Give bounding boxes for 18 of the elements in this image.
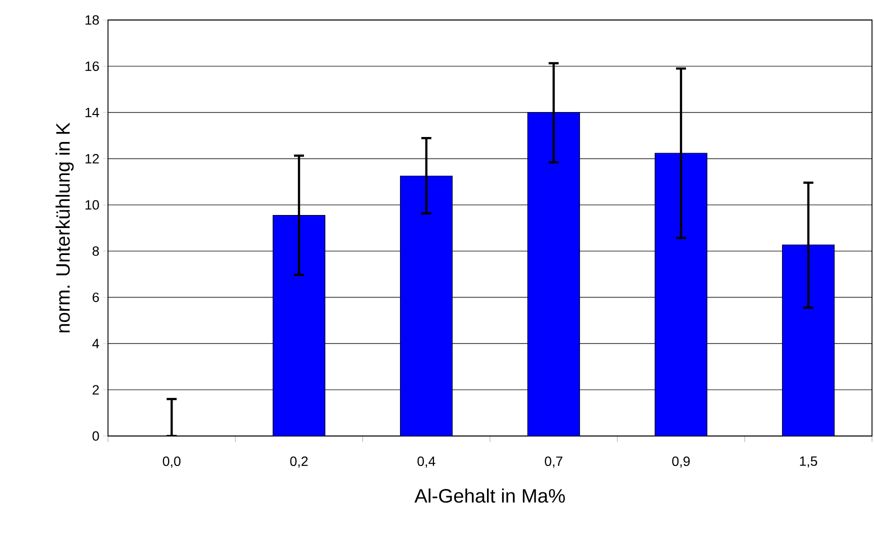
y-tick-label: 12 — [86, 154, 99, 164]
y-tick-label: 2 — [92, 385, 99, 394]
y-tick-label: 16 — [86, 61, 99, 71]
x-axis-title: Al-Gehalt in Ma% — [414, 488, 565, 503]
x-tick-label: 0,0 — [162, 456, 180, 468]
y-tick-label: 10 — [86, 200, 99, 210]
y-tick-label: 6 — [92, 292, 99, 302]
x-tick-label: 0,2 — [290, 456, 308, 468]
x-tick-label: 0,7 — [544, 456, 562, 468]
y-axis-title: norm. Unterkühlung in K — [56, 122, 74, 332]
x-tick-label: 1,5 — [800, 456, 818, 468]
y-tick-label: 14 — [86, 108, 100, 118]
x-tick-label: 0,9 — [672, 456, 690, 468]
y-tick-label: 18 — [86, 15, 99, 25]
y-tick-label: 8 — [92, 246, 99, 256]
y-tick-label: 0 — [92, 431, 99, 441]
y-tick-label: 4 — [92, 338, 100, 348]
x-tick-label: 0,4 — [418, 456, 436, 468]
